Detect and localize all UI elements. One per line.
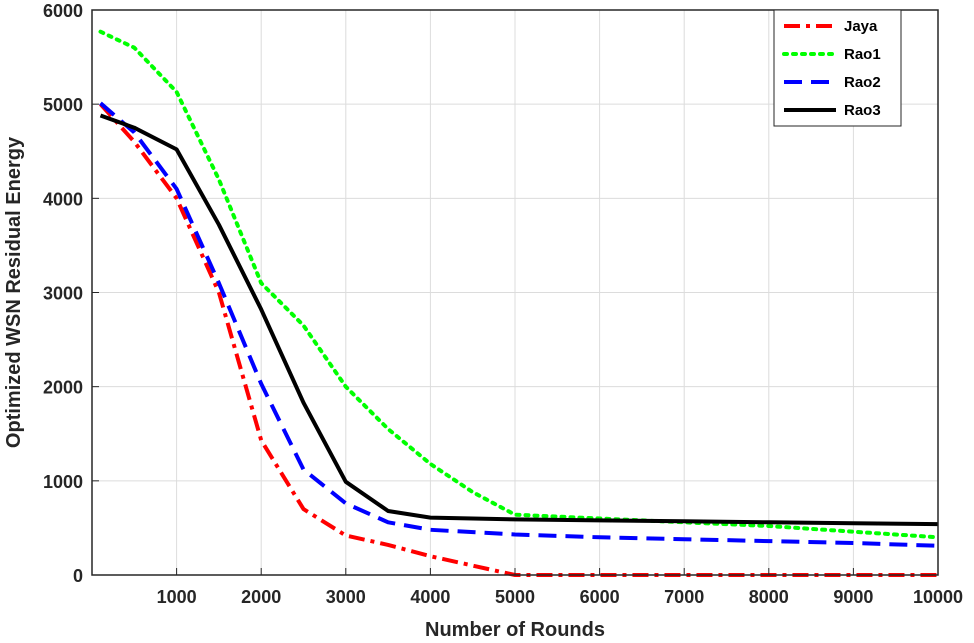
x-tick-label: 4000: [410, 587, 450, 607]
x-tick-label: 8000: [749, 587, 789, 607]
x-axis-label: Number of Rounds: [425, 619, 605, 641]
legend-label-rao3: Rao3: [844, 102, 881, 119]
series-line-rao1: [98, 29, 940, 540]
y-tick-label: 2000: [43, 378, 83, 398]
series-line-rao3: [99, 113, 939, 527]
x-tick-label: 7000: [664, 587, 704, 607]
y-tick-label: 6000: [43, 1, 83, 21]
series-line-rao2: [99, 101, 939, 548]
series-lines: [98, 29, 940, 577]
legend-box: [773, 9, 902, 127]
x-tick-label: 10000: [913, 587, 963, 607]
x-tick-label: 9000: [833, 587, 873, 607]
x-tick-label: 2000: [241, 587, 281, 607]
x-tick-label: 6000: [580, 587, 620, 607]
x-tick-label: 5000: [495, 587, 535, 607]
y-tick-label: 4000: [43, 189, 83, 209]
y-tick-label: 1000: [43, 472, 83, 492]
legend-label-rao1: Rao1: [844, 46, 881, 63]
y-tick-label: 0: [73, 566, 83, 586]
legend-label-rao2: Rao2: [844, 74, 881, 91]
legend-label-jaya: Jaya: [844, 18, 878, 35]
y-tick-label: 3000: [43, 284, 83, 304]
y-axis-label: Optimized WSN Residual Energy: [3, 136, 25, 448]
series-line-jaya: [99, 102, 938, 577]
y-tick-label: 5000: [43, 95, 83, 115]
axis-tick-labels: 1000 2000 3000 4000 5000 6000 7000 8000 9000 1000…: [43, 1, 963, 607]
x-tick-label: 1000: [157, 587, 197, 607]
x-tick-label: 3000: [326, 587, 366, 607]
legend: Jaya Rao1 Rao2 Rao3: [773, 9, 902, 127]
